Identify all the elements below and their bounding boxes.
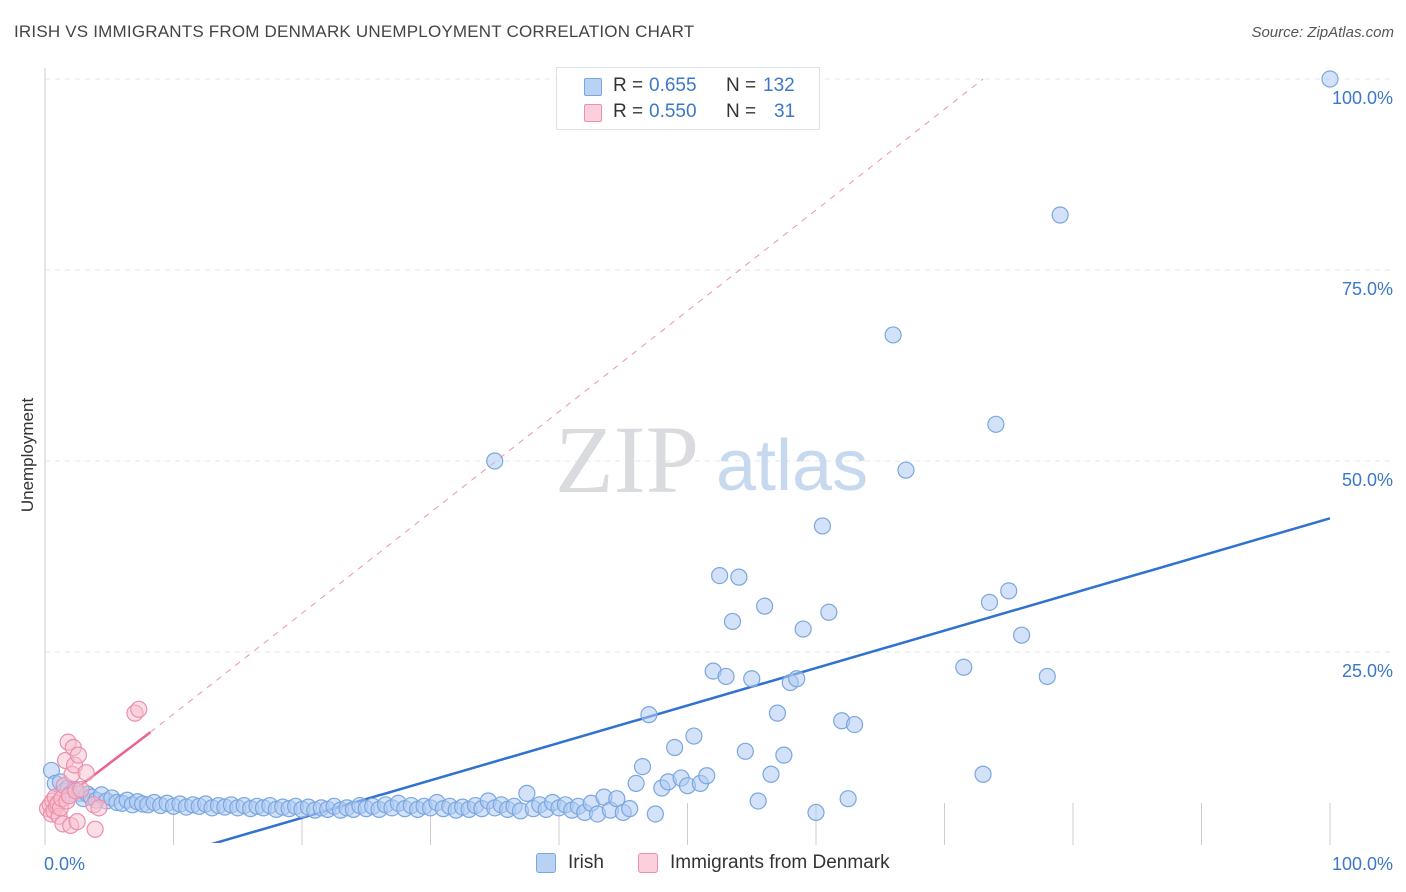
denmark-point	[86, 820, 104, 838]
source-label: Source: ZipAtlas.com	[1251, 24, 1394, 41]
irish-point	[974, 765, 992, 783]
irish-point	[762, 765, 780, 783]
chart-title: IRISH VS IMMIGRANTS FROM DENMARK UNEMPLO…	[14, 22, 695, 41]
irish-point	[640, 706, 658, 724]
irish-point	[897, 461, 915, 479]
irish-point	[884, 326, 902, 344]
irish-point	[1038, 667, 1056, 686]
denmark-trend-extension	[150, 78, 984, 733]
irish-point	[621, 800, 639, 818]
irish-point	[608, 790, 626, 808]
irish-point	[711, 566, 729, 585]
irish-point	[1000, 582, 1018, 600]
irish-point	[807, 803, 825, 822]
irish-point	[955, 658, 973, 676]
n-value: 31	[774, 101, 796, 122]
irish-point	[839, 790, 857, 808]
irish-trend-line	[210, 517, 1331, 843]
n-label: N =	[726, 75, 757, 96]
irish-point	[1012, 626, 1031, 644]
denmark-points	[38, 700, 148, 838]
irish-point	[743, 670, 761, 688]
irish-point	[794, 620, 812, 638]
legend-row-denmark: R = 0.550 N = 31	[557, 101, 819, 127]
irish-point	[723, 612, 742, 631]
irish-point	[730, 568, 748, 586]
n-value: 132	[763, 75, 795, 96]
irish-point	[486, 452, 504, 470]
irish-point	[1321, 70, 1339, 88]
irish-point	[717, 667, 735, 686]
legend-row-irish: R = 0.655 N = 132	[557, 75, 819, 101]
watermark-zip: ZIP	[555, 406, 699, 513]
denmark-point	[69, 746, 88, 764]
r-label: R =	[613, 101, 644, 122]
y-tick-label: 100.0%	[1332, 88, 1393, 108]
irish-legend-label: Irish	[568, 852, 604, 873]
denmark-point	[90, 799, 108, 817]
denmark-point	[72, 780, 90, 799]
irish-point	[813, 517, 832, 535]
y-tick-label: 25.0%	[1342, 661, 1393, 681]
irish-point	[980, 593, 999, 611]
irish-points	[42, 70, 1339, 823]
watermark-atlas: atlas	[716, 426, 868, 506]
denmark-point	[68, 813, 86, 831]
tick-labels: 25.0% 50.0% 75.0% 100.0% 0.0% 100.0%	[44, 88, 1393, 874]
denmark-legend-swatch	[638, 853, 658, 873]
r-value: 0.655	[649, 75, 697, 96]
x-tick-label-min: 0.0%	[44, 854, 85, 874]
y-tick-label: 75.0%	[1342, 279, 1393, 299]
denmark-point	[77, 764, 95, 782]
irish-point	[736, 742, 754, 760]
x-tick-label-max: 100.0%	[1332, 854, 1393, 874]
irish-point	[768, 704, 787, 722]
irish-point	[820, 603, 838, 621]
r-label: R =	[613, 75, 644, 96]
irish-legend-swatch	[536, 853, 556, 873]
irish-point	[698, 767, 716, 785]
irish-point	[788, 670, 806, 688]
irish-point	[633, 757, 652, 776]
irish-point	[749, 792, 767, 810]
irish-trend-layer	[210, 517, 1331, 843]
irish-point	[987, 415, 1005, 433]
irish-point	[775, 746, 793, 764]
irish-point	[646, 805, 664, 823]
r-value: 0.550	[649, 101, 697, 122]
irish-point	[518, 784, 536, 802]
irish-point	[755, 597, 774, 615]
y-axis-label: Unemployment	[18, 397, 37, 513]
series-legend: Irish Immigrants from Denmark	[0, 852, 1406, 878]
irish-point	[627, 774, 645, 793]
irish-point	[845, 715, 864, 734]
correlation-legend: R = 0.655 N = 132 R = 0.550 N = 31	[556, 67, 820, 130]
denmark-legend-label: Immigrants from Denmark	[670, 852, 890, 873]
watermark: ZIP atlas	[555, 406, 868, 513]
grid-layer	[45, 78, 1392, 653]
denmark-point	[130, 700, 148, 718]
irish-swatch	[584, 78, 602, 96]
irish-point	[1051, 206, 1069, 224]
irish-point	[685, 727, 703, 745]
irish-point	[666, 738, 684, 757]
denmark-swatch	[584, 104, 602, 122]
y-tick-label: 50.0%	[1342, 470, 1393, 490]
n-label: N =	[726, 101, 757, 122]
